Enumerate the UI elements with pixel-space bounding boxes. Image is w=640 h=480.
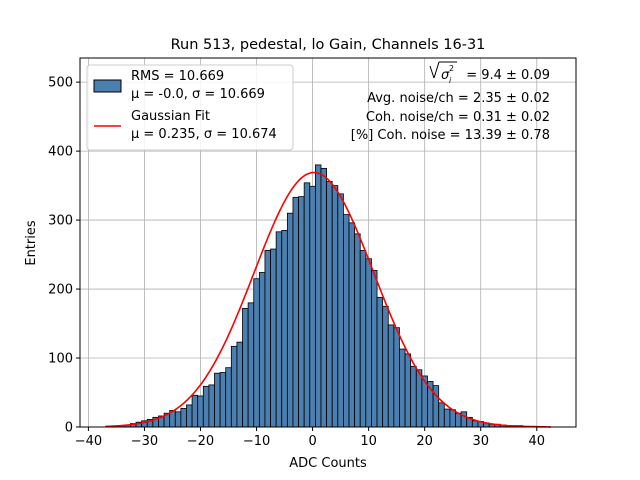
x-tick-label: −30 [131,434,158,449]
histogram-bar [298,196,305,428]
histogram-bar [303,182,311,428]
histogram-bar [382,305,389,428]
histogram-bar [343,214,350,428]
histogram-bar [455,412,462,428]
gaussian-fit-line [105,171,551,428]
noise-annotations: σ i 2 = 9.4 ± 0.09 Avg. noise/ch = 2.35 … [351,61,550,143]
histogram-bar [275,231,283,428]
x-tick-label: 30 [472,434,489,449]
legend-label-fit: Gaussian Fit [131,109,210,124]
y-axis-ticks: 0 100 200 300 400 500 [48,76,80,436]
histogram-bar [309,185,316,428]
histogram-bar [186,404,193,428]
x-axis-label: ADC Counts [289,456,367,471]
legend-swatch-histogram [93,79,122,93]
histogram-bar [197,395,204,428]
histogram-bar [337,193,344,428]
histogram-bar [174,411,182,428]
x-tick-label: −20 [187,434,214,449]
legend-stats-fit: μ = 0.235, σ = 10.674 [131,127,277,142]
x-axis-ticks: −40 −30 −20 −10 0 10 20 30 40 [75,427,545,449]
sigma-symbol: σ [441,68,450,83]
histogram-bar [399,348,406,428]
y-tick-label: 300 [48,214,73,229]
histogram-bar [359,250,367,428]
histogram-bar [331,185,339,428]
histogram-bar [208,384,215,428]
legend: RMS = 10.669 μ = -0.0, σ = 10.669 Gaussi… [86,64,294,151]
y-tick-label: 100 [48,352,73,367]
x-tick-label: 10 [360,434,377,449]
histogram-bar [387,324,395,428]
histogram-bar [270,248,277,428]
histogram-bar [219,372,227,428]
x-tick-label: 40 [528,434,545,449]
legend-stats-histogram: μ = -0.0, σ = 10.669 [131,87,265,102]
histogram-bar [354,233,361,428]
histogram-bar [326,181,333,428]
legend-label-histogram: RMS = 10.669 [131,69,224,84]
avg-noise-text: Avg. noise/ch = 2.35 ± 0.02 [367,91,550,106]
chart-title: Run 513, pedestal, lo Gain, Channels 16-… [171,37,486,53]
y-axis-label: Entries [24,220,39,266]
histogram-bar [242,307,249,428]
histogram-bar [348,222,356,428]
histogram-bar [410,365,417,428]
histogram-bar [365,258,372,428]
sqrt-hook [429,65,435,79]
histogram-bar [443,408,451,428]
histogram-bar [376,296,384,428]
legend-box [86,64,294,151]
histogram-bar [438,402,445,428]
histogram-bar [264,250,271,428]
histogram-bar [236,341,243,428]
histogram-bar [214,372,221,428]
sigma-subscript: i [449,76,452,85]
coh-noise-text: Coh. noise/ch = 0.31 ± 0.02 [366,110,550,125]
histogram-bar [449,409,456,428]
histogram-bar [180,407,187,428]
y-tick-label: 200 [48,283,73,298]
histogram-bar [415,369,423,428]
sigma-value: = 9.4 ± 0.09 [466,68,550,83]
histogram-bar [286,212,294,428]
histogram-bar [253,278,260,428]
histogram-bar [292,196,299,428]
sqrt-stroke [433,61,440,79]
histogram-bar [404,353,412,428]
histogram-bar [281,230,288,428]
pct-coh-noise-text: [%] Coh. noise = 13.39 ± 0.78 [351,128,550,143]
histogram-bar [258,272,266,428]
histogram-bar [247,302,255,428]
x-tick-label: −10 [243,434,270,449]
y-tick-label: 500 [48,76,73,91]
histogram-bar [371,270,378,428]
histogram-bar [471,420,479,428]
histogram-bar [460,411,468,428]
x-tick-label: −40 [75,434,102,449]
y-tick-label: 400 [48,145,73,160]
histogram-bar [230,345,238,428]
histogram-bar [225,367,232,428]
histogram-bar [393,327,400,428]
y-tick-label: 0 [65,421,73,436]
histogram-bar [191,394,199,428]
sigma-superscript: 2 [449,64,454,73]
x-tick-label: 0 [308,434,316,449]
histogram-bar [202,385,210,428]
plot-frame [79,57,577,428]
histogram-bar [320,167,327,428]
histogram-bar [314,164,322,428]
x-tick-label: 20 [416,434,433,449]
